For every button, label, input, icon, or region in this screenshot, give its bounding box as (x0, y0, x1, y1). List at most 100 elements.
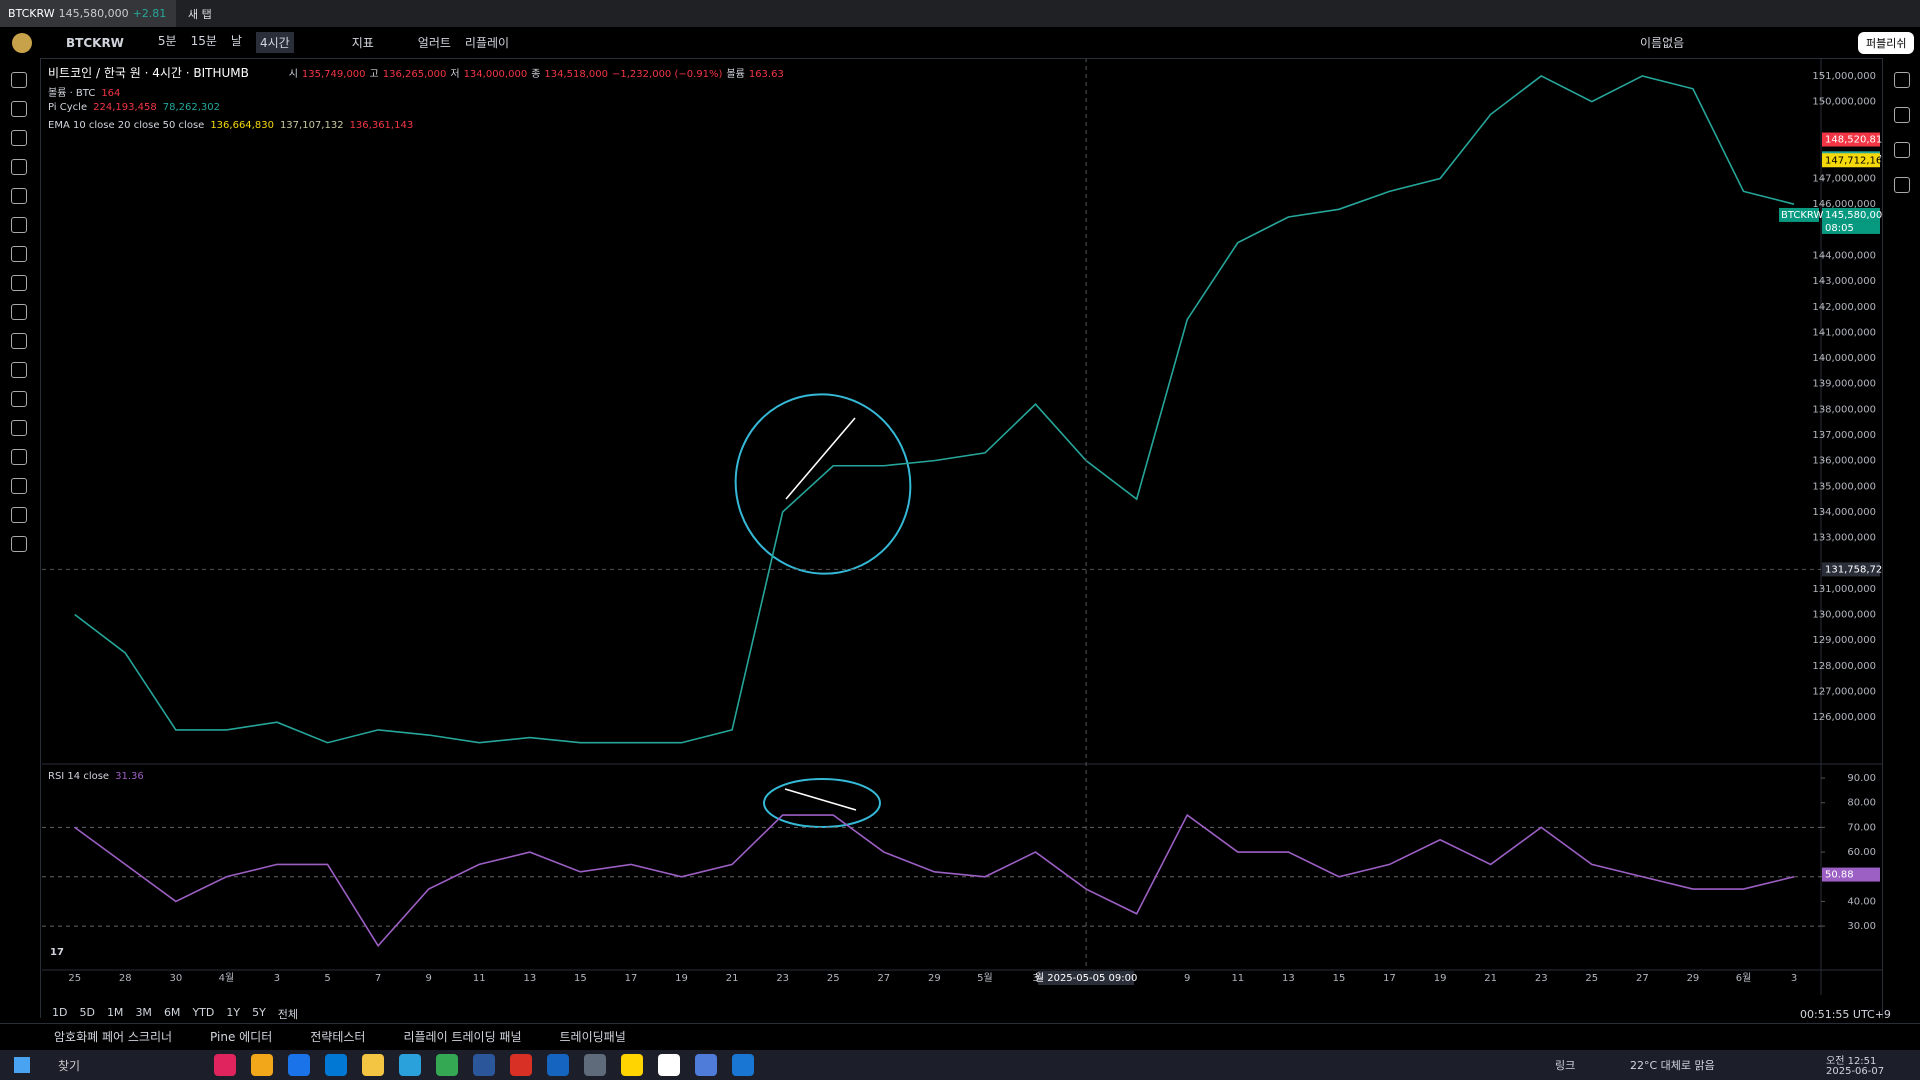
y-tick-label: 126,000,000 (1812, 712, 1876, 723)
tool-icon[interactable] (11, 304, 27, 320)
tab[interactable]: 새 탭 (176, 0, 360, 27)
taskbar-link: 링크 (1555, 1059, 1576, 1072)
interval[interactable]: 4시간 (255, 32, 294, 53)
app-icon[interactable] (621, 1054, 644, 1076)
tool-icon[interactable] (11, 333, 27, 349)
tool-icon[interactable] (11, 536, 27, 552)
app-icon[interactable] (362, 1054, 385, 1076)
range-button[interactable]: 3M (135, 1006, 152, 1019)
side-icon[interactable] (1894, 142, 1910, 158)
panel-tab[interactable]: 암호화폐 페어 스크리너 (54, 1029, 173, 1044)
x-tick-label: 27 (1636, 973, 1649, 984)
y-tick-label: 130,000,000 (1812, 609, 1876, 620)
interval[interactable]: 날 (230, 34, 242, 48)
symbol-tag (1779, 207, 1819, 222)
avatar[interactable] (12, 32, 32, 53)
alert-button[interactable]: 얼러트 (417, 36, 451, 50)
app-icon[interactable] (251, 1054, 274, 1076)
tool-icon[interactable] (11, 478, 27, 494)
crosshair-y-tag (1822, 562, 1880, 577)
panel-tab[interactable]: 트레이딩패널 (559, 1029, 626, 1044)
x-tick-label: 9 (426, 973, 432, 984)
y-tick-label: 151,000,000 (1812, 71, 1876, 82)
start-button[interactable] (14, 1057, 30, 1073)
legend-ema: EMA 10 close 20 close 50 close 136,664,83… (48, 120, 419, 131)
side-icon[interactable] (1894, 72, 1910, 88)
app-icon[interactable] (510, 1054, 533, 1076)
app-icon[interactable] (547, 1054, 570, 1076)
taskbar-search[interactable]: 찾기 (58, 1058, 81, 1073)
tab-price: 145,580,000 (58, 7, 129, 20)
side-icon[interactable] (1894, 177, 1910, 193)
tool-icon[interactable] (11, 72, 27, 88)
drawn-line (784, 788, 857, 811)
tool-icon[interactable] (11, 420, 27, 436)
range-button[interactable]: 5Y (252, 1006, 266, 1019)
tool-icon[interactable] (11, 159, 27, 175)
toolbar: BTCKRW 5분 15분 날 4시간 지표 얼러트 리플레이 이름없음 퍼블리쉬 (0, 27, 1920, 59)
range-button[interactable]: 5D (79, 1006, 95, 1019)
panel-tab[interactable]: 리플레이 트레이딩 패널 (403, 1029, 522, 1044)
interval[interactable]: 5분 (157, 34, 177, 48)
app-icon[interactable] (695, 1054, 718, 1076)
tool-icon[interactable] (11, 217, 27, 233)
layout-name[interactable]: 이름없음 (1640, 36, 1685, 50)
range-button[interactable]: YTD (192, 1006, 215, 1019)
x-tick-label: 27 (877, 973, 890, 984)
drawn-circle (734, 393, 912, 575)
x-tick-label: 19 (675, 973, 688, 984)
tool-icon[interactable] (11, 449, 27, 465)
tool-icon[interactable] (11, 275, 27, 291)
range-button[interactable]: 1M (106, 1006, 124, 1019)
app-icon[interactable] (732, 1054, 755, 1076)
app-icon[interactable] (436, 1054, 459, 1076)
tool-icon[interactable] (11, 130, 27, 146)
tab[interactable]: BTCKRW 145,580,000 +2.81 (0, 0, 176, 27)
tool-icon[interactable] (11, 507, 27, 523)
y-tick-label: 140,000,000 (1812, 353, 1876, 364)
app-icon[interactable] (399, 1054, 422, 1076)
range-button[interactable]: 전체 (277, 1008, 299, 1021)
side-icon[interactable] (1894, 107, 1910, 123)
y-tick-label: 134,000,000 (1812, 507, 1876, 518)
x-tick-label: 23 (776, 973, 789, 984)
tool-icon[interactable] (11, 362, 27, 378)
symbol-search[interactable]: BTCKRW (66, 35, 124, 50)
price-tag (1822, 153, 1880, 168)
panel-tab[interactable]: Pine 에디터 (210, 1029, 273, 1044)
ohlc-item: 135,749,000 (301, 69, 366, 80)
ohlc-item: 볼륨 (726, 69, 745, 80)
ohlc-item: 134,518,000 (544, 69, 609, 80)
range-button[interactable]: 6M (163, 1006, 181, 1019)
y-tick-label: 90.00 (1847, 773, 1876, 784)
app-icon[interactable] (473, 1054, 496, 1076)
app-icon[interactable] (214, 1054, 237, 1076)
tab-title: 새 탭 (188, 7, 212, 21)
interval[interactable]: 15분 (190, 34, 217, 48)
x-tick-label: 3 (1791, 973, 1797, 984)
range-button[interactable]: 1Y (226, 1006, 241, 1019)
app-icon[interactable] (658, 1054, 681, 1076)
x-tick-label: 4월 (219, 972, 235, 984)
tool-icon[interactable] (11, 188, 27, 204)
ohlc-item: −1,232,000 (−0.91%) (612, 69, 723, 80)
panel-tab[interactable]: 전략테스터 (310, 1029, 366, 1044)
app-icon[interactable] (325, 1054, 348, 1076)
tool-icon[interactable] (11, 101, 27, 117)
ranges: 1D 5D 1M 3M 6M YTD 1Y 5Y 전체 (52, 1006, 310, 1022)
tool-icon[interactable] (11, 246, 27, 262)
legend-label: EMA 10 close 20 close 50 close (48, 120, 205, 131)
legend-value: 137,107,132 (279, 120, 344, 131)
app-icon[interactable] (288, 1054, 311, 1076)
app-icon[interactable] (584, 1054, 607, 1076)
replay-button[interactable]: 리플레이 (464, 36, 510, 50)
x-tick-label: 5 (324, 973, 330, 984)
tool-icon[interactable] (11, 391, 27, 407)
y-tick-label: 150,000,000 (1812, 97, 1876, 108)
indicators-button[interactable]: 지표 (351, 36, 374, 50)
y-tick-label: 146,000,000 (1812, 199, 1876, 210)
range-button[interactable]: 1D (52, 1006, 68, 1019)
ohlc-item: 종 (531, 69, 541, 80)
publish-button[interactable]: 퍼블리쉬 (1858, 31, 1915, 54)
x-tick-label: 13 (1282, 973, 1295, 984)
